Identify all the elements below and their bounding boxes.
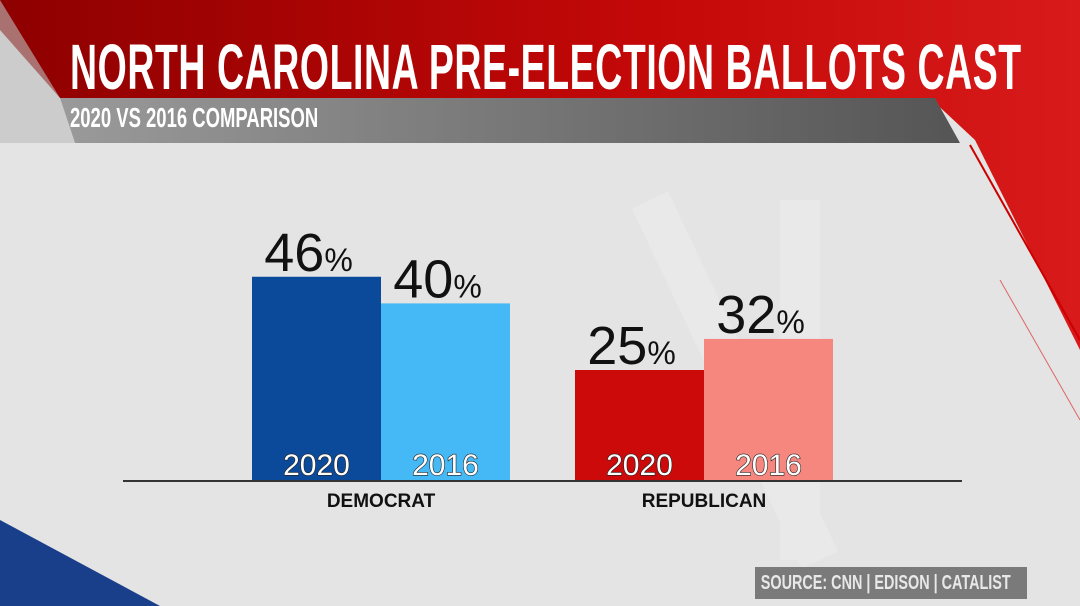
bar-democrat-2020: [252, 276, 381, 481]
source-label: SOURCE: CNN | EDISON | CATALIST: [755, 567, 1027, 599]
series-label: 2016: [735, 449, 802, 482]
source-text: SOURCE: CNN | EDISON | CATALIST: [760, 572, 1011, 594]
chart-title: NORTH CAROLINA PRE-ELECTION BALLOTS CAST: [70, 31, 1022, 103]
data-label: 25%: [587, 316, 676, 376]
category-label: REPUBLICAN: [642, 491, 767, 512]
chart-subtitle: 2020 VS 2016 COMPARISON: [70, 102, 319, 133]
data-label: 46%: [264, 223, 353, 283]
data-label: 32%: [716, 285, 805, 345]
data-label: 40%: [393, 249, 482, 309]
series-label: 2020: [606, 449, 673, 482]
bar-democrat-2016: [381, 303, 510, 481]
series-label: 2020: [283, 449, 350, 482]
series-label: 2016: [412, 449, 479, 482]
bar-republican-2020: [575, 370, 704, 481]
category-label: DEMOCRAT: [327, 491, 436, 512]
bar-republican-2016: [704, 338, 833, 481]
